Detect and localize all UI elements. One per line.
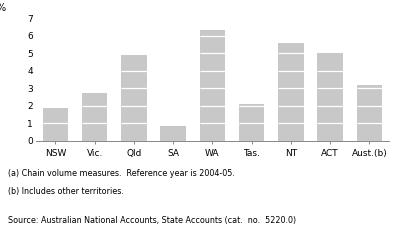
Bar	[160, 126, 186, 141]
Bar	[42, 108, 68, 141]
Bar	[318, 53, 343, 141]
Bar	[357, 85, 382, 141]
Text: %: %	[0, 3, 6, 13]
Bar	[82, 94, 107, 141]
Bar	[200, 30, 225, 141]
Text: (a) Chain volume measures.  Reference year is 2004-05.: (a) Chain volume measures. Reference yea…	[8, 169, 235, 178]
Bar	[278, 43, 304, 141]
Bar	[239, 104, 264, 141]
Text: Source: Australian National Accounts, State Accounts (cat.  no.  5220.0): Source: Australian National Accounts, St…	[8, 216, 296, 225]
Text: (b) Includes other territories.: (b) Includes other territories.	[8, 187, 124, 196]
Bar	[121, 55, 146, 141]
